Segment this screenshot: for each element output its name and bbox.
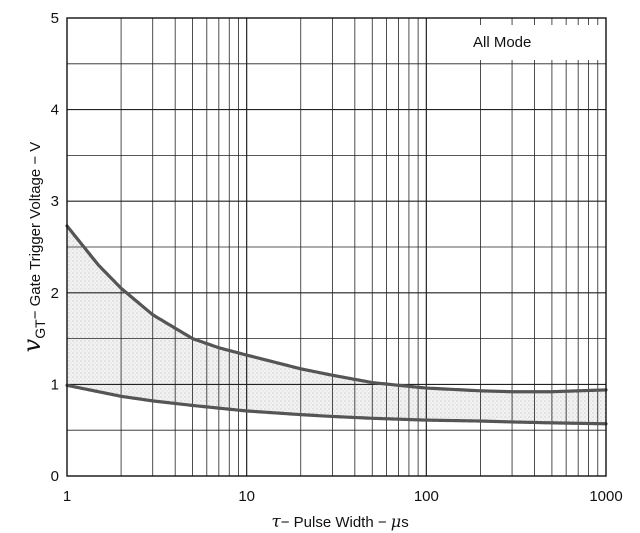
legend-label: All Mode bbox=[473, 34, 531, 51]
y-tick-label: 2 bbox=[51, 285, 59, 302]
series-line-1 bbox=[65, 224, 608, 394]
x-tick-label: 100 bbox=[414, 488, 439, 505]
x-axis-title: τ− Pulse Width − μs bbox=[271, 512, 408, 532]
y-axis-text: − Gate Trigger Voltage − V bbox=[27, 142, 44, 320]
legend-box bbox=[440, 25, 606, 60]
x-axis-symbol: τ bbox=[271, 512, 281, 532]
x-tick-label: 10 bbox=[238, 488, 255, 505]
x-tick-label: 1000 bbox=[589, 488, 622, 505]
plot-frame bbox=[66, 17, 607, 477]
shaded-region bbox=[67, 225, 606, 424]
y-axis-symbol: v bbox=[18, 338, 46, 352]
x-tick-label: 1 bbox=[63, 488, 71, 505]
y-tick-label: 0 bbox=[51, 468, 59, 485]
y-tick-label: 4 bbox=[51, 102, 59, 119]
x-axis-unit-symbol: μ bbox=[391, 512, 401, 531]
y-axis-title: vGT− Gate Trigger Voltage − V bbox=[18, 142, 48, 353]
x-axis-unit-rest: s bbox=[401, 514, 409, 531]
y-tick-label: 5 bbox=[51, 10, 59, 27]
y-tick-label: 3 bbox=[51, 193, 59, 210]
y-axis-subscript: GT bbox=[32, 319, 48, 339]
y-tick-label: 1 bbox=[51, 376, 59, 393]
x-axis-text: − Pulse Width − bbox=[281, 514, 391, 531]
series-line-2 bbox=[65, 383, 608, 426]
